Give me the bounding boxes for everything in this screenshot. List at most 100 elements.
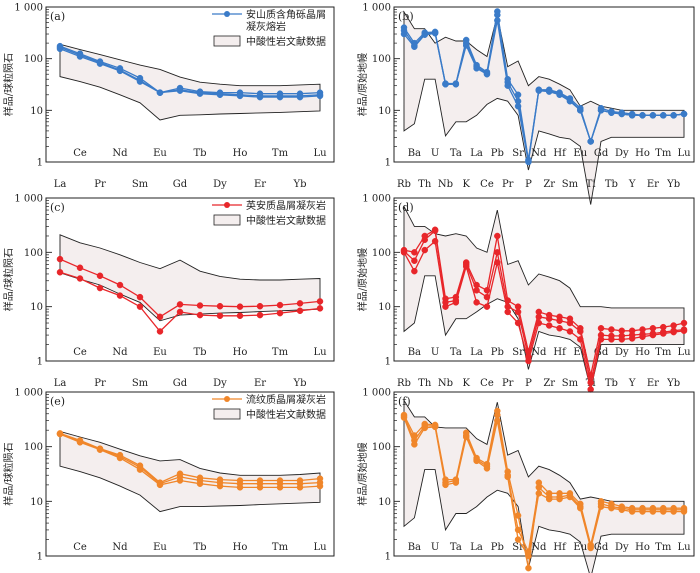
element-label-Tm: Tm xyxy=(272,542,289,553)
y-tick-label: 10 xyxy=(30,302,43,313)
sample-point xyxy=(535,484,543,491)
element-label-Ho: Ho xyxy=(635,148,650,159)
sample-point xyxy=(452,479,460,486)
plot-frame xyxy=(45,6,335,163)
sample-point xyxy=(494,249,501,256)
sample-point xyxy=(660,330,667,337)
element-label-Pr: Pr xyxy=(502,378,514,389)
element-label-La: La xyxy=(470,347,483,358)
sample-point xyxy=(566,319,574,327)
sample-point xyxy=(276,93,284,101)
element-label-Nb: Nb xyxy=(438,378,453,389)
sample-point xyxy=(236,92,244,100)
sample-point xyxy=(514,319,522,327)
element-label-Ta: Ta xyxy=(450,542,462,553)
y-tick-label: 100 xyxy=(372,248,391,259)
y-axis-label: 样品/原始地幔 xyxy=(356,248,369,311)
element-label-Er: Er xyxy=(647,378,659,389)
y-tick-label: 1 000 xyxy=(14,3,43,14)
sample-line-3 xyxy=(59,48,321,98)
sample-point xyxy=(618,336,626,343)
legend-sample-marker xyxy=(224,11,230,17)
element-label-U: U xyxy=(431,148,439,159)
sample-point xyxy=(296,300,304,307)
element-label-Gd: Gd xyxy=(173,179,188,190)
sample-point xyxy=(216,91,224,99)
sample-point xyxy=(639,333,646,340)
sample-point xyxy=(236,312,244,320)
y-tick-label: 1 000 xyxy=(362,3,391,14)
sample-line-3 xyxy=(403,239,685,390)
sample-point xyxy=(660,508,667,515)
y-tick-label: 10 xyxy=(378,106,391,117)
sample-point xyxy=(421,31,428,39)
sample-point xyxy=(176,301,184,308)
element-label-Lu: Lu xyxy=(677,148,691,159)
y-tick-label: 100 xyxy=(24,54,43,65)
sample-point xyxy=(670,328,677,336)
sample-point xyxy=(400,414,408,421)
sample-point xyxy=(628,112,636,119)
sample-point xyxy=(545,495,553,503)
plot-frame xyxy=(45,197,335,362)
element-label-Tb: Tb xyxy=(193,542,206,553)
sample-point xyxy=(556,317,563,325)
element-label-Ta: Ta xyxy=(450,347,462,358)
sample-point xyxy=(296,307,304,315)
element-label-P: P xyxy=(525,179,532,190)
plot-frame xyxy=(393,391,695,557)
y-tick-label: 1 xyxy=(385,158,391,169)
sample-line-3 xyxy=(59,433,321,489)
sample-point xyxy=(680,319,688,327)
plot-frame xyxy=(45,391,335,557)
literature-field xyxy=(403,10,685,205)
sample-line-2 xyxy=(59,46,321,97)
y-tick-label: 10 xyxy=(378,302,391,313)
sample-point xyxy=(76,53,84,60)
sample-point xyxy=(577,328,584,335)
sample-point xyxy=(494,417,501,424)
panel-tag: (e) xyxy=(50,395,65,408)
sample-point xyxy=(316,298,324,305)
sample-point xyxy=(196,90,204,97)
sample-point xyxy=(216,482,224,490)
element-label-K: K xyxy=(462,179,470,190)
sample-point xyxy=(56,268,64,276)
element-label-Gd: Gd xyxy=(594,542,609,553)
sample-point xyxy=(411,441,418,448)
sample-point xyxy=(525,158,532,166)
sample-point xyxy=(473,65,480,72)
sample-point xyxy=(442,303,449,310)
sample-point xyxy=(566,493,574,501)
sample-point xyxy=(639,508,646,515)
legend-sample-label: 凝灰熔岩 xyxy=(246,20,286,33)
sample-point xyxy=(96,446,104,453)
sample-point xyxy=(452,299,460,306)
sample-point xyxy=(411,257,418,264)
sample-line-2 xyxy=(403,229,685,383)
sample-point xyxy=(296,93,304,101)
sample-point xyxy=(535,319,543,327)
sample-line-1 xyxy=(59,45,321,95)
panel-c: 1 10 100 1 000 样品/球粒陨石 La Ce Pr Nd Sm Eu Gd Tb Dy Ho Er… xyxy=(2,194,335,389)
y-tick-label: 100 xyxy=(24,442,43,453)
element-label-Lu: Lu xyxy=(677,542,691,553)
element-label-Rb: Rb xyxy=(397,179,411,190)
sample-point xyxy=(525,357,532,365)
element-label-Yb: Yb xyxy=(666,179,680,190)
sample-point xyxy=(494,259,501,266)
sample-point xyxy=(56,430,64,438)
element-label-Ho: Ho xyxy=(233,347,248,358)
element-label-Sm: Sm xyxy=(132,378,149,389)
sample-line-2 xyxy=(403,414,684,554)
element-label-Tm: Tm xyxy=(272,347,289,358)
y-tick-label: 1 000 xyxy=(362,388,391,399)
sample-point xyxy=(639,112,646,119)
sample-point xyxy=(525,552,532,560)
element-label-Er: Er xyxy=(647,179,659,190)
sample-point xyxy=(514,102,522,110)
sample-point xyxy=(276,309,284,317)
literature-field xyxy=(59,430,321,513)
element-label-Y: Y xyxy=(628,179,636,190)
